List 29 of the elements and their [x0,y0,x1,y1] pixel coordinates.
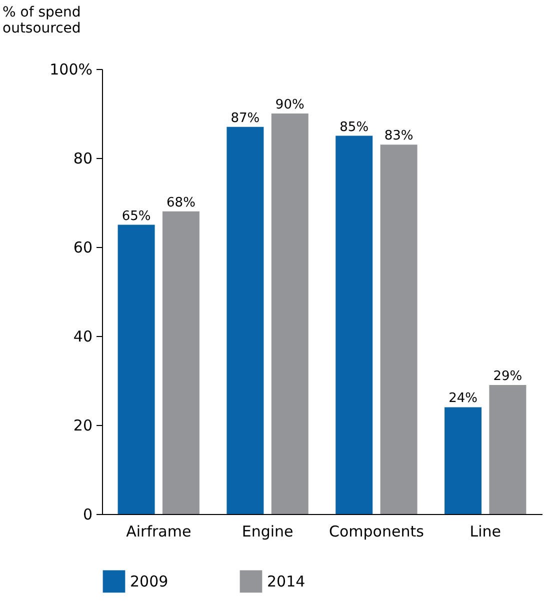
legend-label: 2014 [267,572,306,590]
y-tick-label: 60 [73,238,92,256]
bar [226,126,264,514]
bar [118,224,155,514]
data-label: 87% [230,110,260,126]
data-label: 85% [340,120,369,135]
y-tick-label: 100% [50,60,92,78]
bar [271,114,308,514]
x-tick-label: Airframe [126,522,192,540]
data-label: 90% [275,98,304,112]
x-tick-label: Engine [242,522,294,540]
data-label: 68% [166,195,196,210]
y-axis-title: % of spend outsourced [2,4,81,36]
bar [444,407,482,514]
bar [489,384,526,514]
bar [380,144,418,514]
data-label: 24% [448,391,478,406]
data-label: 83% [384,128,414,144]
data-label: 65% [122,208,151,224]
x-tick-label: Components [329,522,424,540]
data-label: 29% [493,368,522,384]
y-tick-label: 40 [73,328,92,346]
y-tick-label: 80 [73,150,92,168]
bar [162,211,200,514]
legend-label: 2009 [130,572,168,590]
bar [336,136,373,514]
y-tick-label: 0 [82,506,92,524]
y-tick-label: 20 [73,416,92,434]
x-tick-label: Line [470,522,501,540]
